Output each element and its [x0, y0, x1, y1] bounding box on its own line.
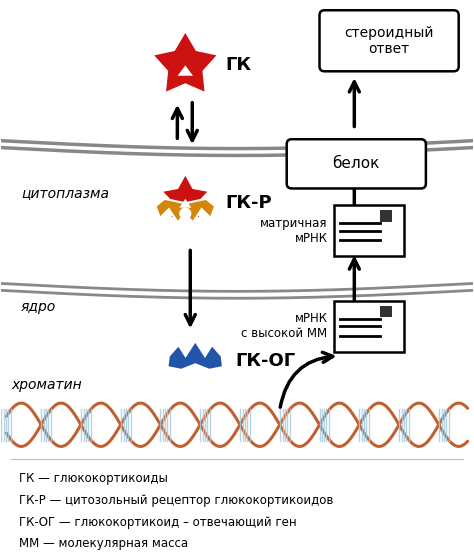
FancyBboxPatch shape: [335, 205, 404, 256]
FancyBboxPatch shape: [380, 210, 392, 221]
Polygon shape: [152, 31, 219, 93]
FancyBboxPatch shape: [335, 301, 404, 352]
FancyBboxPatch shape: [319, 10, 459, 71]
Text: стероидный
ответ: стероидный ответ: [344, 26, 434, 56]
Polygon shape: [167, 341, 223, 370]
Text: мРНК
с высокой ММ: мРНК с высокой ММ: [241, 312, 328, 340]
Polygon shape: [178, 65, 193, 76]
Text: ГК-ОГ: ГК-ОГ: [235, 352, 295, 370]
Text: хроматин: хроматин: [11, 378, 82, 392]
Text: ГК-Р: ГК-Р: [225, 194, 272, 212]
Text: матричная
мРНК: матричная мРНК: [260, 217, 328, 245]
Text: цитоплазма: цитоплазма: [21, 187, 109, 200]
Polygon shape: [155, 199, 215, 222]
Polygon shape: [179, 199, 191, 208]
FancyBboxPatch shape: [380, 306, 392, 317]
FancyBboxPatch shape: [287, 139, 426, 188]
Text: ГК-Р — цитозольный рецептор глюкокортикоидов: ГК-Р — цитозольный рецептор глюкокортико…: [19, 494, 334, 507]
Circle shape: [180, 208, 191, 219]
Text: ГК: ГК: [225, 56, 251, 75]
Text: ГК — глюкокортикоиды: ГК — глюкокортикоиды: [19, 473, 168, 485]
Text: ГК-ОГ — глюкокортикоид – отвечающий ген: ГК-ОГ — глюкокортикоид – отвечающий ген: [19, 516, 297, 529]
Text: ядро: ядро: [21, 300, 56, 314]
Text: белок: белок: [333, 156, 380, 171]
Polygon shape: [161, 174, 210, 219]
Text: ММ — молекулярная масса: ММ — молекулярная масса: [19, 538, 188, 550]
